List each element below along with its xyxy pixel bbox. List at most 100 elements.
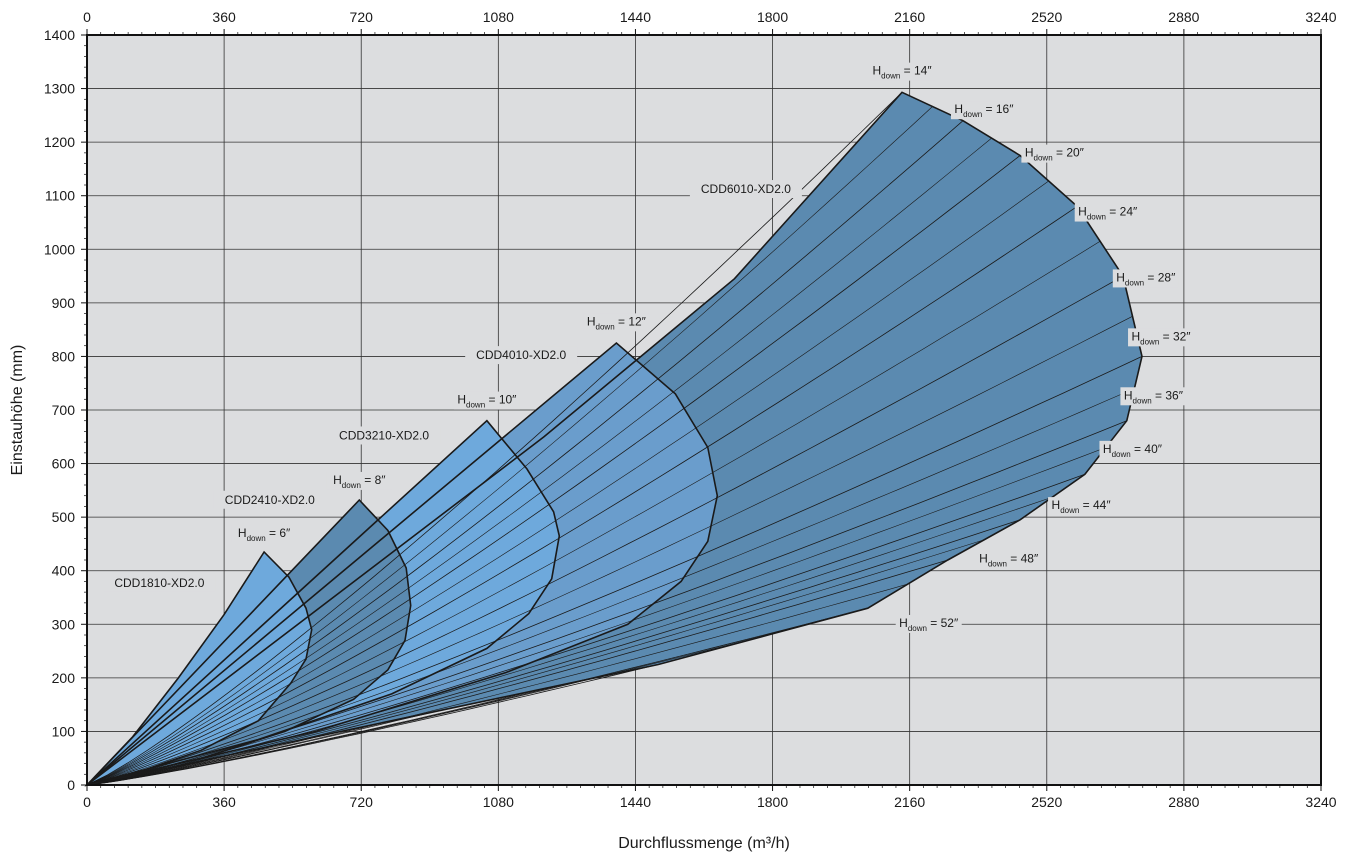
y-tick-label: 800: [52, 348, 76, 364]
x-tick-label: 720: [350, 794, 374, 810]
y-tick-label: 100: [52, 723, 76, 739]
series-label: CDD3210-XD2.0: [339, 428, 429, 442]
hdown-curve: [86, 583, 908, 786]
y-tick-label: 1000: [44, 241, 75, 257]
series-label-bg: [689, 180, 802, 199]
hdown-curve: [86, 732, 335, 786]
top-tick-label: 360: [212, 9, 236, 25]
hdown-curve: [86, 447, 1106, 786]
hdown-label: Hdown = 20″: [1025, 146, 1085, 163]
top-tick-label: 0: [83, 9, 91, 25]
hdown-label: Hdown = 48″: [979, 552, 1039, 569]
hdown-label-bg: [326, 471, 393, 490]
x-tick-label: 2520: [1031, 794, 1062, 810]
x-tick-label: 1080: [483, 794, 514, 810]
series-label: CDD4010-XD2.0: [476, 348, 566, 362]
series-label-bg: [103, 573, 216, 592]
hdown-curve: [86, 496, 1053, 786]
hdown-curve: [86, 180, 1049, 786]
hdown-label-bg: [950, 101, 1017, 120]
hdown-curve: [86, 92, 903, 786]
hdown-label-bg: [1021, 144, 1088, 163]
hdown-label: Hdown = 8″: [333, 473, 386, 490]
series-outline: [84, 550, 313, 787]
y-tick-label: 900: [52, 295, 76, 311]
hdown-label: Hdown = 44″: [1052, 498, 1112, 515]
hdown-label: Hdown = 32″: [1131, 329, 1191, 346]
hdown-label: Hdown = 28″: [1116, 270, 1176, 287]
hdown-curve: [86, 388, 1135, 786]
y-tick-label: 0: [67, 777, 75, 793]
hdown-label: Hdown = 10″: [457, 393, 517, 410]
hdown-curve: [86, 206, 1078, 786]
hdown-label-bg: [1120, 387, 1187, 406]
y-tick-label: 1200: [44, 134, 75, 150]
annotations: Hdown = 6″ Hdown = 8″ Hdown = 10″ Hdown = 1…: [103, 62, 1195, 633]
top-tick-label: 2160: [894, 9, 925, 25]
series-label-bg: [213, 490, 326, 509]
hdown-label-bg: [1128, 328, 1195, 347]
hdown-label: Hdown = 12″: [587, 314, 647, 331]
hdown-label: Hdown = 36″: [1124, 388, 1184, 405]
hdown-curve: [86, 137, 992, 786]
x-axis-title: Durchflussmenge (m³/h): [618, 835, 790, 852]
hdown-label: Hdown = 52″: [899, 616, 959, 633]
hdown-curve: [86, 120, 964, 786]
series-label: CDD6010-XD2.0: [701, 182, 791, 196]
x-tick-label: 1800: [757, 794, 788, 810]
hdown-label: Hdown = 40″: [1103, 442, 1163, 459]
top-tick-label: 3240: [1305, 9, 1336, 25]
hdown-curve: [86, 559, 948, 786]
x-tick-label: 3240: [1305, 794, 1336, 810]
hdown-curve: [86, 106, 933, 786]
hdown-label-bg: [895, 614, 962, 633]
top-tick-label: 1080: [483, 9, 514, 25]
x-tick-label: 1440: [620, 794, 651, 810]
hdown-label: Hdown = 6″: [238, 526, 291, 543]
y-tick-label: 400: [52, 563, 76, 579]
hdown-curve: [86, 688, 545, 786]
hdown-label-bg: [231, 524, 298, 543]
series-label-bg: [328, 426, 441, 445]
hdown-curve: [86, 356, 1143, 786]
y-tick-label: 500: [52, 509, 76, 525]
hdown-curve: [86, 241, 1101, 786]
hdown-curves: [86, 92, 1143, 786]
hdown-curve: [86, 316, 1133, 786]
series-outline: [86, 341, 719, 786]
y-tick-label: 1400: [44, 27, 75, 43]
series-regions: [87, 92, 1142, 786]
hdown-curve: [86, 519, 1021, 786]
y-tick-label: 600: [52, 456, 76, 472]
x-tick-label: 2160: [894, 794, 925, 810]
hdown-curve: [86, 636, 764, 786]
y-tick-label: 1300: [44, 81, 75, 97]
top-tick-label: 1440: [620, 9, 651, 25]
y-tick-label: 200: [52, 670, 76, 686]
hdown-label-bg: [975, 550, 1042, 569]
series-label: CDD1810-XD2.0: [114, 576, 204, 590]
axes: 0 360 720 1080 1440 1800 2160 2520 2880 3240 0 360 7…: [44, 9, 1337, 810]
hdown-label-bg: [1048, 497, 1115, 516]
hdown-label-bg: [1112, 269, 1179, 288]
x-tick-label: 2880: [1168, 794, 1199, 810]
y-tick-label: 700: [52, 402, 76, 418]
hdown-label-bg: [869, 62, 936, 81]
series-outline: [86, 419, 561, 786]
hdown-curve: [86, 155, 1021, 786]
y-axis-title: Einstauhöhe (mm): [9, 345, 26, 476]
top-tick-label: 720: [350, 9, 374, 25]
x-tick-label: 0: [83, 794, 91, 810]
hdown-label-bg: [1074, 203, 1141, 222]
hdown-label-bg: [583, 313, 650, 332]
y-tick-label: 1100: [45, 188, 75, 204]
hdown-label: Hdown = 24″: [1078, 205, 1138, 222]
top-tick-label: 2520: [1031, 9, 1062, 25]
hdown-label-bg: [453, 391, 520, 410]
top-tick-label: 1800: [757, 9, 788, 25]
hdown-label: Hdown = 16″: [954, 102, 1014, 119]
hdown-label: Hdown = 14″: [873, 64, 933, 81]
series-label: CDD2410-XD2.0: [225, 493, 315, 507]
series-label-bg: [465, 346, 578, 365]
